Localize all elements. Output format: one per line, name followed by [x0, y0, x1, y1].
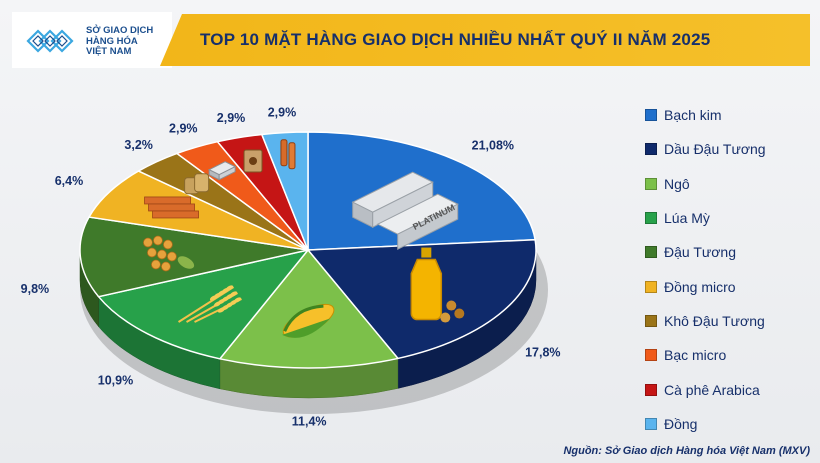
legend-label: Cà phê Arabica: [664, 381, 760, 398]
legend-label: Đậu Tương: [664, 244, 736, 261]
legend-label: Đồng micro: [664, 278, 736, 295]
data-label-1: 17,8%: [525, 346, 560, 360]
legend-item-4: Đậu Tương: [645, 235, 766, 269]
wheat-icon: [178, 285, 242, 323]
coffee-bag-icon: [243, 149, 263, 173]
legend-swatch: [645, 177, 657, 190]
silver-bar-icon: [208, 161, 237, 181]
legend-label: Lúa Mỳ: [664, 210, 710, 227]
legend-item-9: Đồng: [645, 407, 766, 441]
legend-item-7: Bạc micro: [645, 338, 766, 372]
legend-label: Dầu Đậu Tương: [664, 141, 766, 158]
soymeal-bag-icon: [184, 173, 210, 195]
oil-bottle-icon: [410, 247, 465, 323]
soybean-icon: [143, 235, 195, 272]
legend-swatch: [645, 143, 657, 156]
chart-legend: Bạch kim Dầu Đậu Tương Ngô Lúa Mỳ Đậu Tương Đ…: [645, 98, 766, 441]
data-label-5: 6,4%: [55, 174, 84, 188]
page-title: TOP 10 MẶT HÀNG GIAO DỊCH NHIỀU NHẤT QUÝ…: [200, 30, 711, 49]
legend-item-8: Cà phê Arabica: [645, 372, 766, 406]
platinum-bar-icon: PLATINUM: [351, 171, 459, 250]
logo: SỞ GIAO DỊCH HÀNG HÓA VIỆT NAM: [12, 12, 172, 68]
copper-bar-icon: [144, 196, 199, 219]
logo-text: SỞ GIAO DỊCH HÀNG HÓA VIỆT NAM: [86, 25, 154, 58]
legend-swatch: [645, 109, 657, 122]
logo-mark-icon: [26, 29, 74, 53]
legend-swatch: [645, 212, 657, 225]
legend-label: Bạch kim: [664, 107, 722, 124]
legend-label: Bạc micro: [664, 347, 727, 364]
legend-item-6: Khô Đậu Tương: [645, 304, 766, 338]
legend-swatch: [645, 417, 657, 430]
data-label-8: 2,9%: [217, 111, 246, 125]
legend-item-1: Dầu Đậu Tương: [645, 132, 766, 166]
logo-line-3: VIỆT NAM: [86, 46, 132, 57]
pie-slice-9: [260, 131, 309, 251]
title-bar: TOP 10 MẶT HÀNG GIAO DỊCH NHIỀU NHẤT QUÝ…: [160, 14, 810, 66]
legend-label: Đồng: [664, 415, 698, 432]
legend-label: Ngô: [664, 175, 690, 192]
legend-swatch: [645, 280, 657, 293]
slice-icons: PLATINUM: [143, 139, 465, 338]
legend-item-2: Ngô: [645, 167, 766, 201]
pie-slice-5: [87, 170, 309, 251]
source-note: Nguồn: Sở Giao dịch Hàng hóa Việt Nam (M…: [563, 445, 810, 457]
data-label-0: 21,08%: [472, 139, 514, 153]
legend-swatch: [645, 349, 657, 362]
pie-slice-3: [97, 248, 310, 360]
legend-swatch: [645, 383, 657, 396]
data-labels: 21,08% 17,8% 11,4% 10,9% 9,8% 6,4% 3,2% 2,9% 2,9…: [21, 106, 561, 429]
data-label-4: 9,8%: [21, 282, 50, 296]
data-label-6: 3,2%: [124, 138, 153, 152]
legend-item-3: Lúa Mỳ: [645, 201, 766, 235]
data-label-2: 11,4%: [292, 415, 327, 429]
data-label-7: 2,9%: [169, 122, 198, 136]
logo-line-2: HÀNG HÓA: [86, 35, 138, 47]
pie-slice-4: [79, 216, 309, 298]
legend-swatch: [645, 314, 657, 327]
legend-item-0: Bạch kim: [645, 98, 766, 132]
corn-icon: [282, 303, 335, 338]
legend-item-5: Đồng micro: [645, 269, 766, 303]
legend-swatch: [645, 246, 657, 259]
logo-line-1: SỞ GIAO DỊCH: [86, 25, 154, 36]
data-label-3: 10,9%: [98, 374, 133, 388]
data-label-9: 2,9%: [268, 106, 297, 120]
copper-pipe-icon: [280, 139, 296, 170]
legend-label: Khô Đậu Tương: [664, 312, 765, 329]
